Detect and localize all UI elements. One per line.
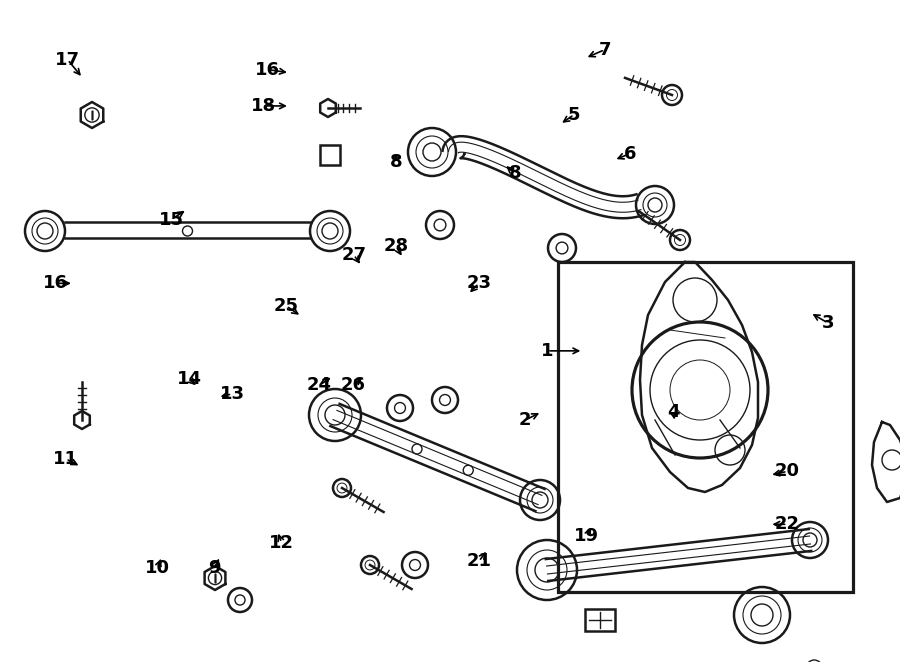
Text: 9: 9 [208,559,220,577]
Text: 13: 13 [220,385,245,403]
Text: 28: 28 [383,237,409,256]
Text: 18: 18 [251,97,276,115]
Text: 26: 26 [340,376,365,395]
Text: 2: 2 [518,411,531,430]
Text: 1: 1 [541,342,554,360]
Text: 20: 20 [775,462,800,481]
Text: 19: 19 [574,527,599,545]
Text: 8: 8 [508,164,521,183]
Text: 25: 25 [274,297,299,315]
Text: 15: 15 [158,211,184,229]
Bar [320,145,340,165]
Text: 23: 23 [466,274,491,293]
Text: 6: 6 [624,144,636,163]
Bar [558,262,853,592]
Text: 16: 16 [255,60,280,79]
Text: 16: 16 [43,274,68,293]
Text: 14: 14 [176,369,202,388]
Text: 27: 27 [341,246,366,264]
Text: 4: 4 [667,402,680,421]
Text: 11: 11 [53,449,78,468]
Text: 17: 17 [55,50,80,69]
Text: 3: 3 [822,314,834,332]
Text: 22: 22 [775,515,800,534]
Text: 24: 24 [307,376,332,395]
Bar [585,609,615,631]
Text: 8: 8 [390,153,402,171]
Text: 12: 12 [269,534,294,552]
Text: 5: 5 [568,105,580,124]
Text: 21: 21 [466,552,491,571]
Text: 7: 7 [598,40,611,59]
Text: 10: 10 [145,559,170,577]
